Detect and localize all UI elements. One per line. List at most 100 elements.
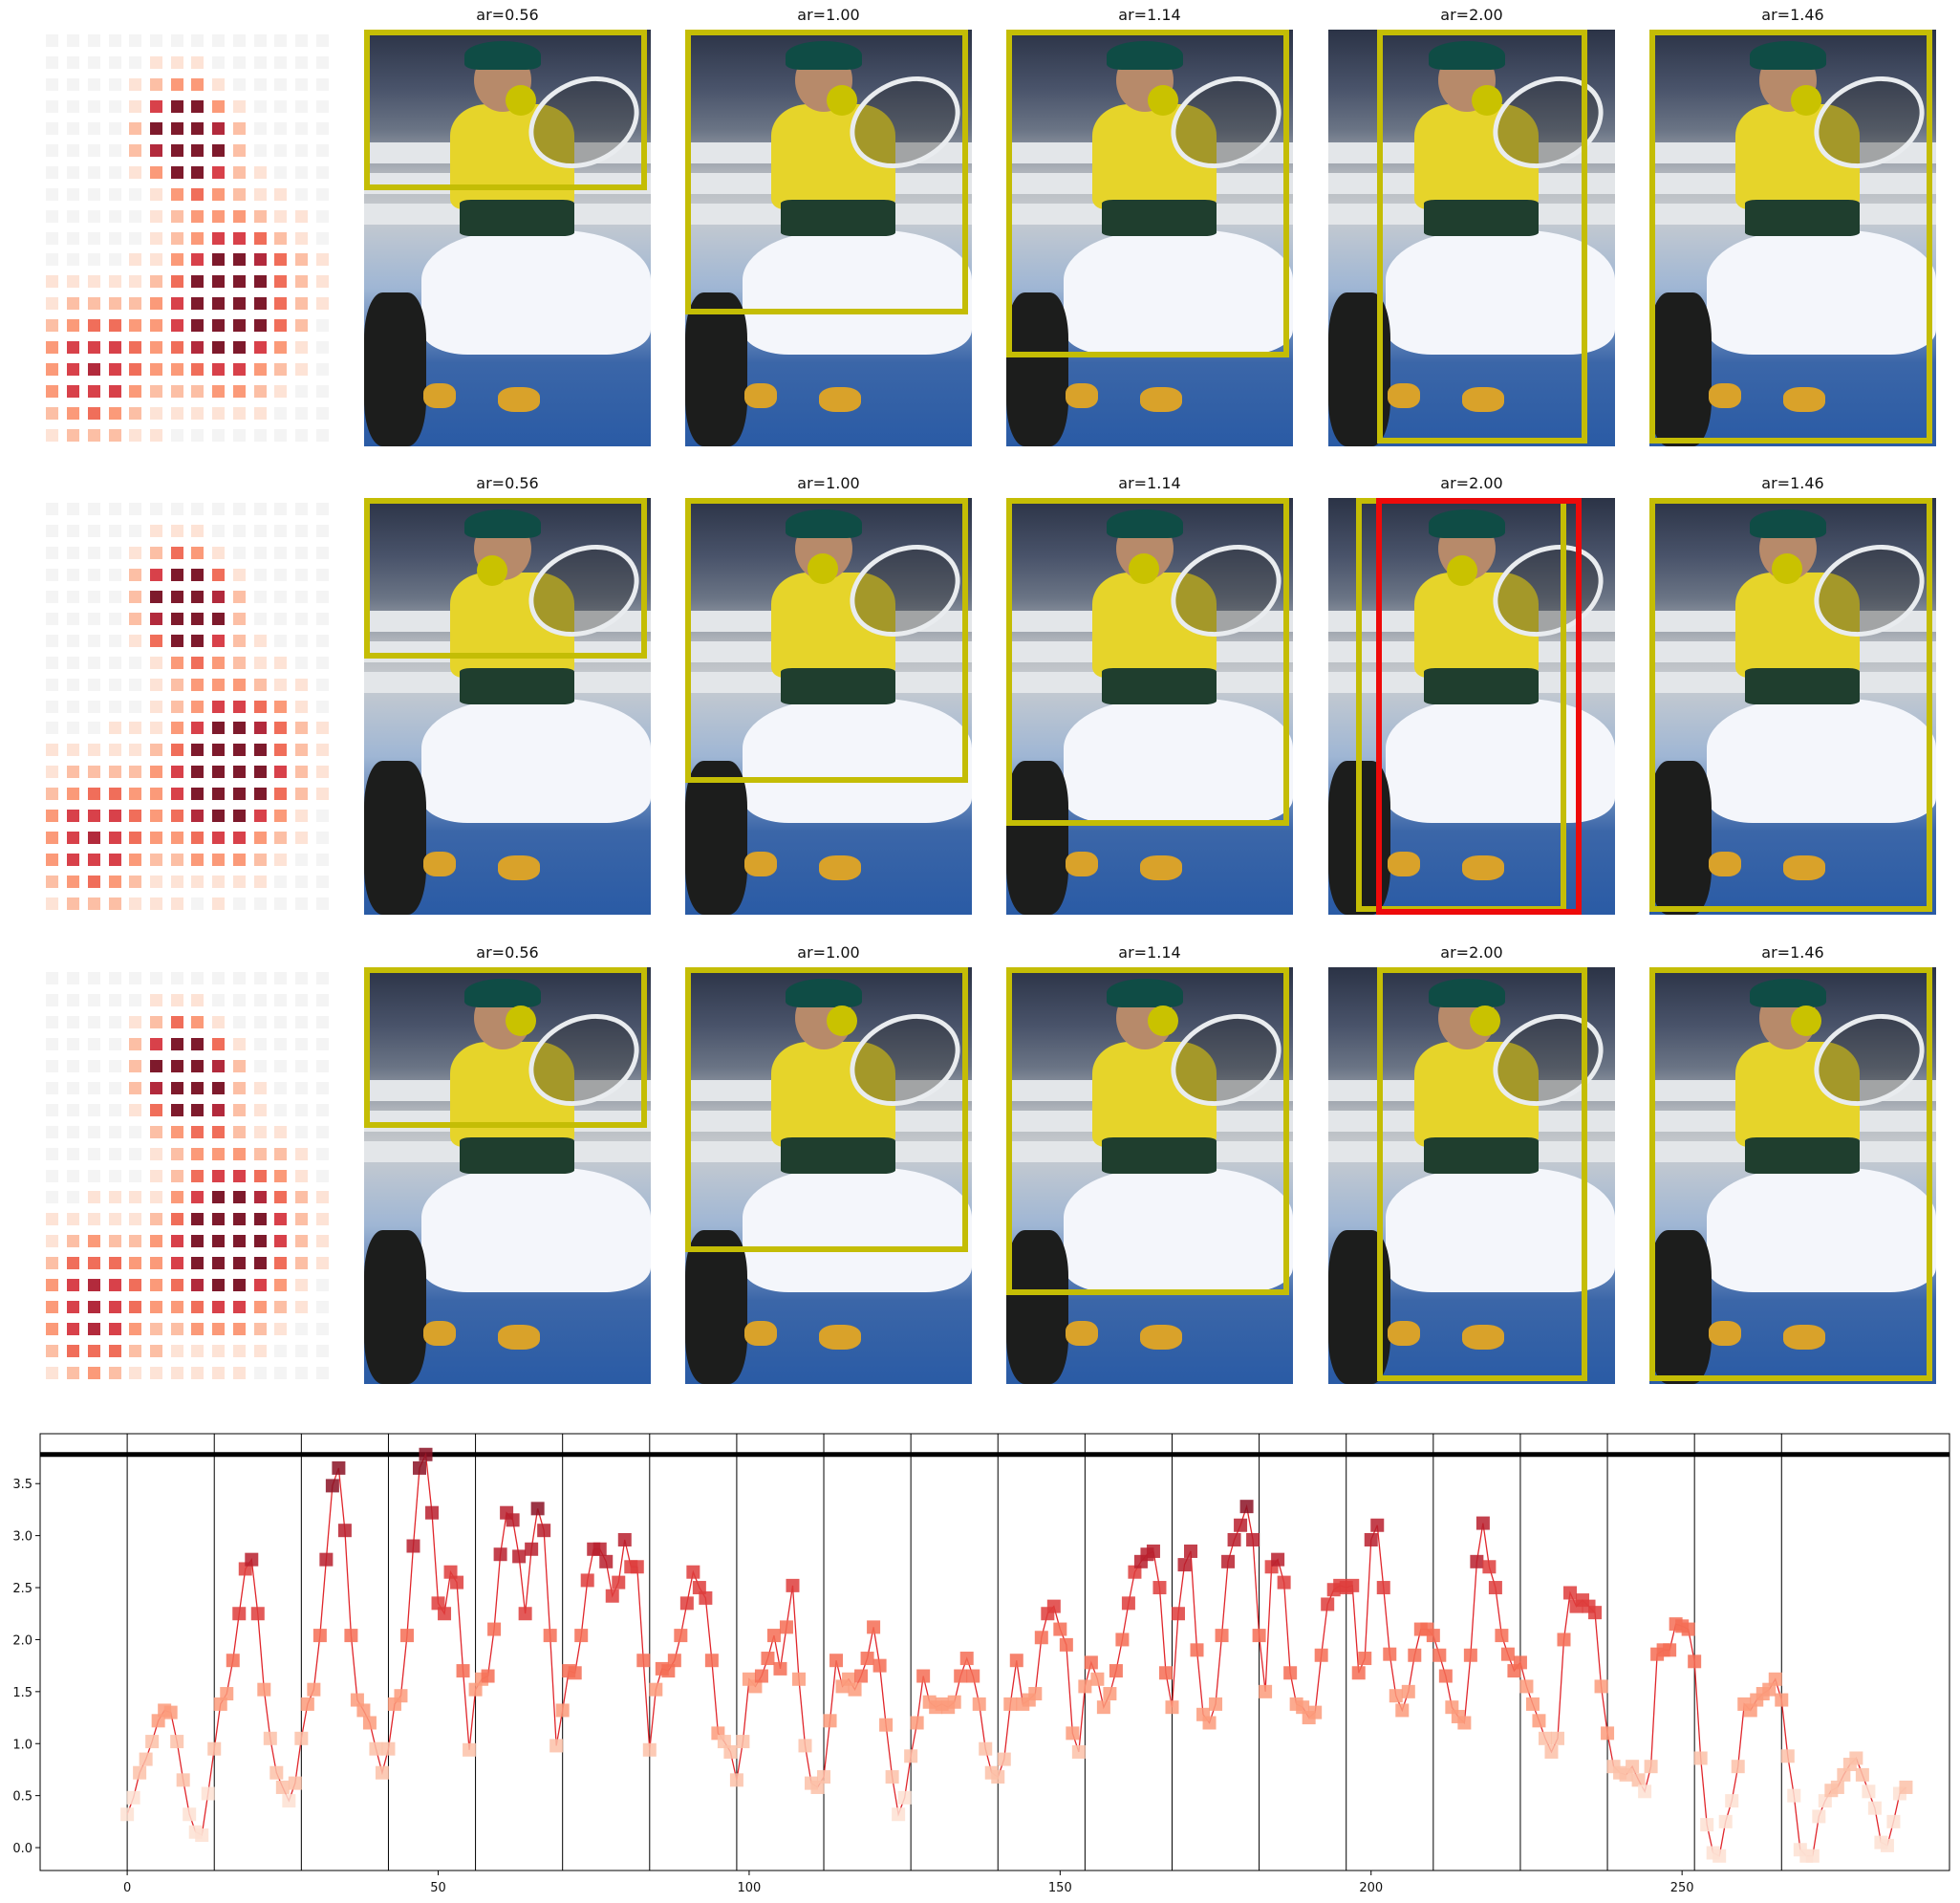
heatmap-cell [294,77,308,91]
heatmap-cell [191,1147,205,1160]
heatmap-cell [67,897,80,911]
data-point [1370,1518,1385,1532]
data-point [1787,1788,1801,1803]
heatmap-cell [108,33,121,47]
heatmap-cell [315,143,329,157]
shoe-shape [744,1321,777,1346]
heatmap-cell [191,1323,205,1336]
heatmap-cell [108,634,121,647]
heatmap-cell [212,634,226,647]
heatmap-cell [232,700,246,713]
heatmap-cell [212,971,226,984]
data-point [679,1596,694,1611]
heatmap-cell [274,568,288,581]
data-point [704,1654,719,1668]
heatmap-cell [67,1323,80,1336]
heatmap-cell [253,319,267,333]
heatmap-cell [87,407,100,421]
data-point [151,1714,165,1728]
heatmap-cell [170,678,183,691]
heatmap-cell [212,253,226,267]
heatmap-cell [253,971,267,984]
heatmap-cell [253,1191,267,1204]
heatmap-cell [253,678,267,691]
heatmap-cell [129,231,142,245]
crop-box [685,498,968,783]
heatmap-cell [170,319,183,333]
heatmap-cell [108,612,121,625]
heatmap-cell [87,876,100,889]
heatmap-cell [67,1235,80,1248]
data-point [325,1479,339,1493]
heatmap-cell [315,1257,329,1270]
heatmap-cell [149,788,162,801]
data-point [798,1739,812,1753]
heatmap-cell [87,854,100,867]
heatmap-cell [253,1125,267,1138]
data-point [810,1780,825,1794]
heatmap-cell [67,788,80,801]
heatmap-cell [274,143,288,157]
data-point [692,1581,706,1595]
heatmap-cell [232,1323,246,1336]
towel-shape [421,230,651,355]
heatmap-cell [232,744,246,757]
heatmap-cell [294,1235,308,1248]
heatmap-cell [274,297,288,311]
heatmap-cell [149,297,162,311]
towel-shape [1064,1168,1293,1292]
shirt-shape [1092,1042,1217,1147]
heatmap-cell [274,897,288,911]
shoe-shape [1066,852,1098,876]
heatmap-cell [274,1213,288,1226]
data-point [1470,1554,1484,1568]
data-point [170,1735,184,1749]
heatmap-cell [191,897,205,911]
heatmap-cell [232,656,246,669]
heatmap-cell [315,634,329,647]
data-point [362,1716,377,1730]
data-point [319,1552,334,1567]
panel-title: ar=1.46 [1761,6,1824,24]
data-point [1059,1637,1073,1652]
heatmap-cell [315,897,329,911]
heatmap-cell [274,1125,288,1138]
heatmap-cell [274,1279,288,1292]
shoe-shape [819,1325,861,1350]
data-point [1438,1669,1453,1683]
heatmap-cell [170,341,183,355]
heatmap-cell [191,612,205,625]
data-point [1296,1700,1310,1715]
heatmap-cell [149,1103,162,1116]
data-point [1780,1749,1795,1763]
data-point [1146,1544,1160,1558]
heatmap-cell [191,1191,205,1204]
heatmap-cell [212,143,226,157]
heatmap-cell [129,297,142,311]
heatmap-cell [129,656,142,669]
heatmap-cell [149,363,162,377]
heatmap-cell [46,121,59,135]
heatmap-cell [67,971,80,984]
heatmap-cell [315,1147,329,1160]
heatmap-cell [170,209,183,223]
heatmap-cell [191,502,205,515]
bag-shape [1649,761,1712,915]
heatmap-cell [253,1257,267,1270]
heatmap-cell [274,1081,288,1094]
heatmap-cell [191,832,205,845]
heatmap-cell [67,407,80,421]
heatmap-cell [46,99,59,113]
heatmap-cell [274,700,288,713]
heatmap-cell [212,897,226,911]
heatmap-cell [232,209,246,223]
data-point [294,1731,309,1745]
attention-heatmap [42,30,333,446]
heatmap-cell [315,1301,329,1314]
heatmap-cell [253,1301,267,1314]
crop-box [685,30,968,314]
data-point [867,1620,881,1634]
data-point [661,1664,676,1678]
heatmap-cell [170,1213,183,1226]
data-point [543,1629,557,1643]
